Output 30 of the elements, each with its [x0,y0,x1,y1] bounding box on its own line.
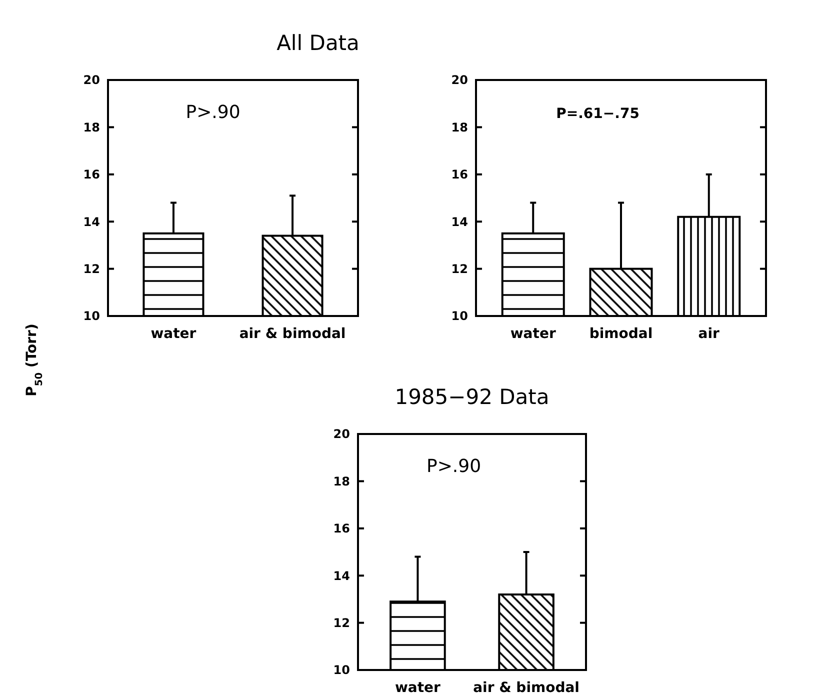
y-tick-label: 18 [333,474,350,488]
y-tick-label: 10 [83,309,100,324]
x-tick-label: bimodal [589,326,653,342]
annotation: P>.90 [426,456,482,477]
x-tick-label: water [510,326,556,342]
annotation: P=.61−.75 [556,106,640,122]
y-tick-label: 16 [451,168,468,182]
y-tick-label: 14 [333,568,350,583]
annotation: P>.90 [186,102,240,123]
x-tick-label: air & bimodal [239,326,346,342]
y-tick-label: 18 [83,120,100,134]
chart-title: 1985−92 Data [394,385,550,409]
y-tick-label: 18 [451,120,468,134]
y-tick-label: 16 [333,522,350,536]
y-tick-label: 14 [451,214,468,229]
y-tick-label: 10 [333,663,350,678]
x-tick-label: air & bimodal [473,680,580,696]
x-tick-label: water [150,326,196,342]
x-tick-label: air [698,326,720,342]
y-tick-label: 10 [451,309,468,324]
chart-title: All Data [276,31,360,55]
y-tick-label: 12 [333,616,350,630]
y-tick-label: 20 [451,73,468,88]
y-tick-label: 12 [83,262,100,276]
y-tick-label: 14 [83,214,100,229]
x-tick-label: water [394,680,441,696]
y-tick-label: 20 [83,73,100,88]
y-tick-label: 12 [451,262,468,276]
y-tick-label: 16 [83,168,100,182]
y-tick-label: 20 [333,427,350,442]
